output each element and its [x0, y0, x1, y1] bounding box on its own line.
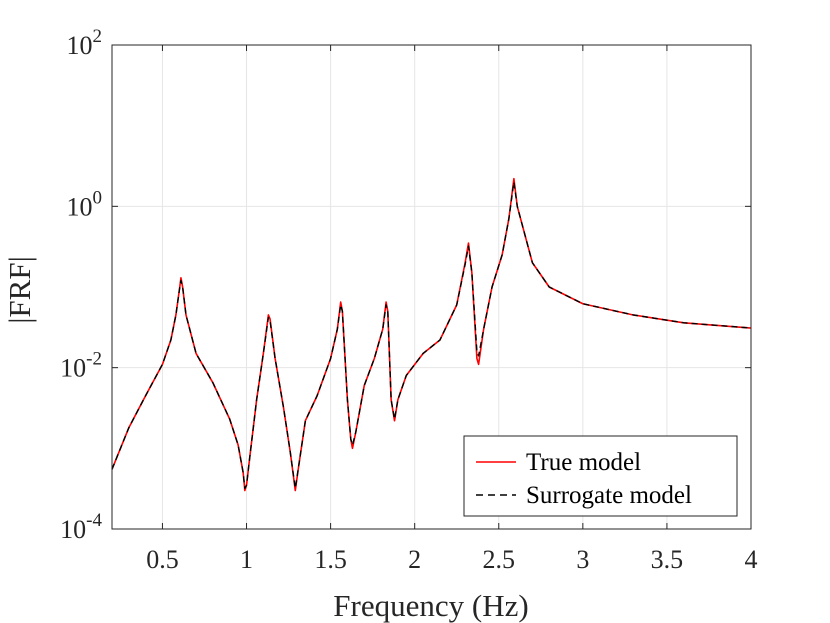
y-tick-label-base: 10	[67, 31, 93, 60]
x-axis-label: Frequency (Hz)	[333, 588, 528, 623]
x-tick-label: 1.5	[314, 545, 347, 574]
y-tick-label-exponent: -4	[86, 510, 102, 531]
y-tick-label-exponent: 2	[93, 26, 103, 47]
y-tick-label-exponent: -2	[86, 349, 102, 370]
series-layer	[111, 177, 752, 492]
y-tick-label-base: 10	[60, 515, 86, 544]
y-tick-label: 10-2	[60, 349, 102, 383]
y-tick-label: 10-4	[60, 510, 102, 544]
x-tick-label: 3	[576, 545, 589, 574]
axes-box	[111, 44, 752, 530]
y-tick-label-exponent: 0	[93, 187, 103, 208]
x-tick-label: 0.5	[146, 545, 179, 574]
y-axis-label: |FRF|	[2, 256, 37, 324]
y-tick-label-base: 10	[60, 354, 86, 383]
tick-marks	[112, 44, 752, 530]
x-tick-label: 2	[408, 545, 421, 574]
x-tick-label: 3.5	[651, 545, 684, 574]
legend-true-model-label: True model	[526, 449, 641, 476]
x-tick-label: 2.5	[483, 545, 516, 574]
y-tick-label-base: 10	[67, 192, 93, 221]
x-tick-label: 4	[745, 545, 758, 574]
legend: True model Surrogate model	[463, 435, 738, 517]
legend-surrogate-model-label: Surrogate model	[526, 482, 692, 509]
legend-box	[463, 435, 738, 517]
series-line-surrogate-model	[111, 181, 752, 489]
x-tick-labels: 0.5 1 1.5 2 2.5 3 3.5 4	[146, 545, 757, 574]
y-tick-label: 100	[67, 187, 103, 221]
x-tick-label: 1	[240, 545, 253, 574]
y-tick-label: 102	[67, 26, 103, 60]
